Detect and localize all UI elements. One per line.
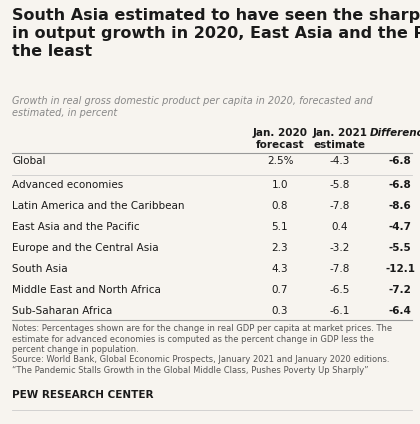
Text: Sub-Saharan Africa: Sub-Saharan Africa: [12, 306, 112, 316]
Text: Jan. 2021
estimate: Jan. 2021 estimate: [312, 128, 368, 150]
Text: -12.1: -12.1: [385, 264, 415, 274]
Text: Notes: Percentages shown are for the change in real GDP per capita at market pri: Notes: Percentages shown are for the cha…: [12, 324, 392, 333]
Text: -5.8: -5.8: [330, 180, 350, 190]
Text: Global: Global: [12, 156, 45, 166]
Text: -6.4: -6.4: [388, 306, 412, 316]
Text: Growth in real gross domestic product per capita in 2020, forecasted and
estimat: Growth in real gross domestic product pe…: [12, 96, 373, 118]
Text: South Asia estimated to have seen the sharpest drop
in output growth in 2020, Ea: South Asia estimated to have seen the sh…: [12, 8, 420, 59]
Text: Advanced economies: Advanced economies: [12, 180, 123, 190]
Text: 0.4: 0.4: [332, 222, 348, 232]
Text: Europe and the Central Asia: Europe and the Central Asia: [12, 243, 159, 253]
Text: percent change in population.: percent change in population.: [12, 345, 139, 354]
Text: 0.8: 0.8: [272, 201, 288, 211]
Text: Difference: Difference: [370, 128, 420, 138]
Text: -6.1: -6.1: [330, 306, 350, 316]
Text: 2.5%: 2.5%: [267, 156, 293, 166]
Text: Source: World Bank, Global Economic Prospects, January 2021 and January 2020 edi: Source: World Bank, Global Economic Pros…: [12, 355, 389, 365]
Text: 0.3: 0.3: [272, 306, 288, 316]
Text: estimate for advanced economies is computed as the percent change in GDP less th: estimate for advanced economies is compu…: [12, 335, 374, 343]
Text: Middle East and North Africa: Middle East and North Africa: [12, 285, 161, 295]
Text: -7.8: -7.8: [330, 264, 350, 274]
Text: -4.3: -4.3: [330, 156, 350, 166]
Text: 4.3: 4.3: [272, 264, 288, 274]
Text: -6.8: -6.8: [388, 156, 411, 166]
Text: -3.2: -3.2: [330, 243, 350, 253]
Text: 1.0: 1.0: [272, 180, 288, 190]
Text: Latin America and the Caribbean: Latin America and the Caribbean: [12, 201, 184, 211]
Text: -7.8: -7.8: [330, 201, 350, 211]
Text: -8.6: -8.6: [388, 201, 411, 211]
Text: “The Pandemic Stalls Growth in the Global Middle Class, Pushes Poverty Up Sharpl: “The Pandemic Stalls Growth in the Globa…: [12, 366, 368, 375]
Text: 2.3: 2.3: [272, 243, 288, 253]
Text: -6.5: -6.5: [330, 285, 350, 295]
Text: -5.5: -5.5: [388, 243, 411, 253]
Text: -7.2: -7.2: [388, 285, 412, 295]
Text: -6.8: -6.8: [388, 180, 411, 190]
Text: Jan. 2020
forecast: Jan. 2020 forecast: [252, 128, 307, 150]
Text: South Asia: South Asia: [12, 264, 68, 274]
Text: 0.7: 0.7: [272, 285, 288, 295]
Text: PEW RESEARCH CENTER: PEW RESEARCH CENTER: [12, 390, 153, 400]
Text: 5.1: 5.1: [272, 222, 288, 232]
Text: East Asia and the Pacific: East Asia and the Pacific: [12, 222, 139, 232]
Text: -4.7: -4.7: [388, 222, 412, 232]
